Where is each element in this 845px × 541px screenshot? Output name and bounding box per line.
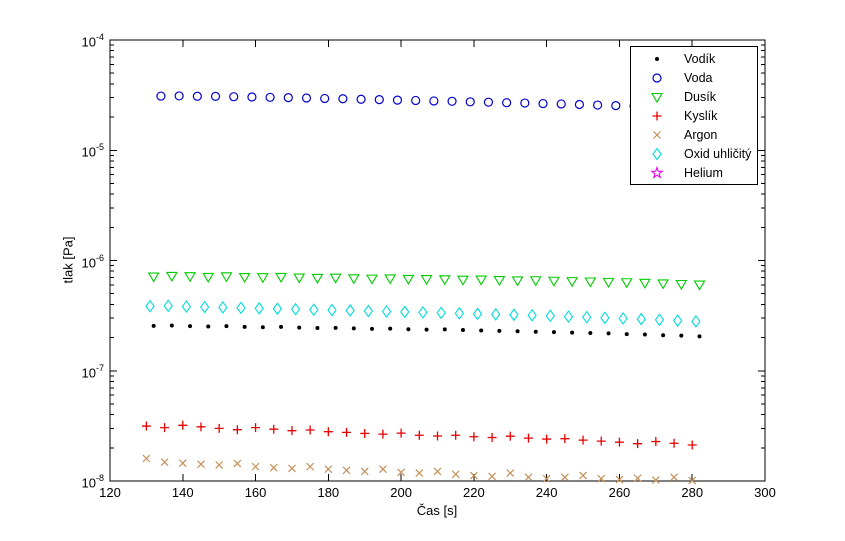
legend-box: Vodík Voda Dusík Kyslík Argon Oxid uhličitý He…	[630, 46, 758, 185]
y-tick-label: 10-8	[81, 473, 104, 491]
diamond-marker-icon	[652, 147, 662, 160]
y-tick-label: 10-4	[81, 32, 104, 50]
x-tick-label: 160	[244, 485, 267, 500]
y-axis-label: tlak [Pa]	[60, 236, 76, 284]
x-axis-label: Čas [s]	[416, 503, 458, 518]
x-tick-label: 240	[535, 485, 558, 500]
point-marker-icon	[655, 56, 659, 61]
x-tick-label: 140	[171, 485, 194, 500]
triangle-down-marker-icon	[651, 92, 663, 103]
series-dusík	[147, 271, 706, 291]
series-kyslík	[141, 420, 697, 450]
circle-marker-icon	[652, 72, 662, 83]
series-vodík	[151, 323, 702, 339]
legend-label: Argon	[684, 127, 718, 142]
x-tick-label: 200	[390, 485, 412, 500]
legend-label: Oxid uhličitý	[684, 146, 752, 161]
legend-item-kyslík: Kyslík	[631, 107, 757, 125]
x-tick-label: 280	[681, 485, 704, 500]
legend-item-vodík: Vodík	[631, 50, 757, 68]
legend-label: Vodík	[684, 51, 716, 66]
plot-box	[109, 39, 766, 482]
legend-item-dusík: Dusík	[631, 88, 757, 106]
legend-item-helium: Helium	[631, 164, 757, 182]
legend-label: Kyslík	[684, 108, 718, 123]
y-tick-label: 10-5	[81, 142, 104, 160]
legend-item-voda: Voda	[631, 69, 757, 87]
x-tick-label: 300	[754, 485, 776, 500]
series-argon	[142, 454, 697, 485]
legend-item-oxid-uhličitý: Oxid uhličitý	[631, 145, 757, 163]
x-marker-icon	[653, 130, 661, 139]
y-tick-label: 10-6	[81, 252, 104, 270]
x-tick-label: 260	[608, 485, 631, 500]
pentagram-marker-icon	[650, 165, 664, 179]
legend-label: Helium	[684, 165, 723, 180]
y-tick-label: 10-7	[81, 362, 104, 381]
legend-label: Voda	[684, 70, 713, 85]
x-tick-label: 220	[463, 485, 485, 500]
series-oxid-uhličitý	[145, 299, 701, 328]
plus-marker-icon	[652, 111, 662, 120]
legend-item-argon: Argon	[631, 126, 757, 144]
legend-label: Dusík	[684, 89, 716, 104]
x-tick-label: 120	[99, 485, 121, 500]
x-tick-label: 180	[317, 485, 340, 500]
series-voda	[156, 91, 694, 113]
